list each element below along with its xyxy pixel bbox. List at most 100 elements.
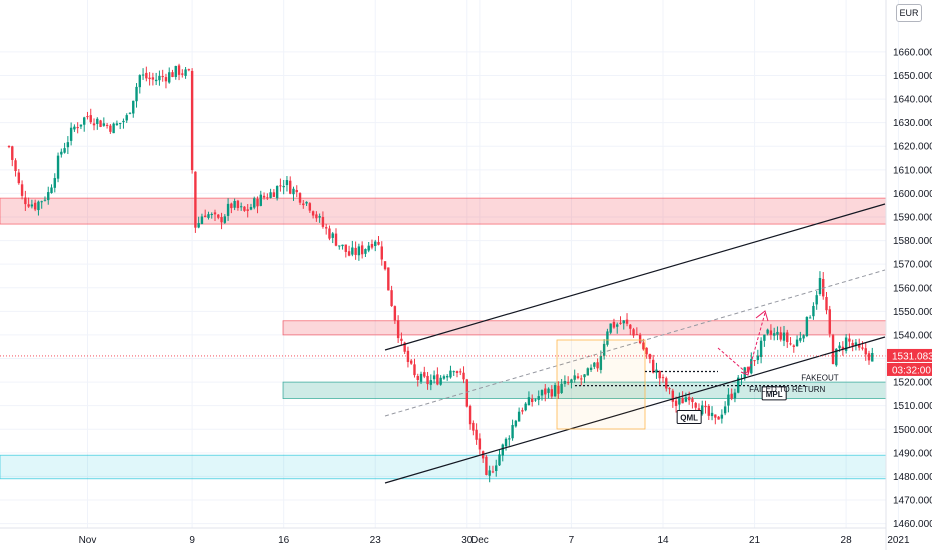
candle-body — [17, 172, 21, 184]
candle-body — [204, 215, 207, 218]
price-axis[interactable]: 1460.000 1470.000 1480.000 1490.000 1500.000… — [885, 0, 932, 550]
candle-body — [168, 72, 171, 83]
candle-body — [714, 414, 717, 418]
candle-body — [89, 115, 92, 123]
candle-body — [253, 198, 256, 208]
candle-body — [423, 372, 426, 377]
candle-body — [292, 188, 295, 195]
candle-body — [629, 324, 632, 329]
candle-body — [632, 329, 635, 336]
annotation-label: FAILED TO RETURN — [749, 385, 825, 394]
candlestick-series — [7, 63, 874, 483]
candle-body — [230, 203, 233, 209]
candle-body — [753, 360, 756, 362]
candle-body — [308, 203, 312, 211]
candle-body — [125, 115, 128, 121]
candle-body — [668, 388, 671, 390]
candle-body — [305, 201, 308, 204]
candle-body — [194, 171, 197, 228]
candle-body — [763, 334, 766, 341]
candle-body — [56, 155, 60, 179]
candle-body — [138, 75, 141, 88]
candle-body — [671, 390, 675, 402]
candle-body — [344, 244, 348, 252]
candle-body — [243, 206, 246, 211]
candle-body — [805, 316, 809, 337]
candle-body — [642, 342, 645, 350]
candle-body — [298, 193, 302, 203]
candle-body — [285, 180, 289, 186]
candle-body — [324, 227, 328, 229]
candle-body — [802, 335, 805, 339]
candle-body — [517, 411, 521, 422]
candle-body — [727, 394, 730, 406]
candle-body — [449, 370, 452, 378]
candle-body — [759, 340, 763, 357]
candle-body — [710, 412, 714, 417]
pattern-box — [556, 339, 646, 430]
candle-body — [498, 454, 501, 466]
candle-body — [419, 373, 423, 382]
candle-body — [465, 379, 468, 407]
candle-body — [14, 160, 17, 172]
candle-body — [390, 290, 393, 307]
candle-body — [678, 398, 681, 405]
candle-body — [655, 369, 658, 373]
candle-body — [53, 178, 56, 188]
candle-body — [462, 372, 465, 380]
candle-body — [495, 465, 498, 472]
candle-body — [341, 244, 344, 247]
candle-body — [416, 376, 419, 381]
candle-body — [112, 123, 115, 134]
x-tick-label: 9 — [189, 535, 195, 546]
projection-arrow — [717, 312, 766, 375]
candle-body — [30, 204, 34, 207]
candle-body — [311, 211, 315, 216]
x-tick-label: 2021 — [887, 535, 910, 546]
candle-body — [213, 212, 217, 215]
candle-body — [580, 378, 583, 380]
candle-body — [109, 125, 112, 132]
arrowhead-down-icon — [740, 366, 751, 376]
candle-body — [164, 77, 168, 82]
candle-body — [658, 371, 661, 379]
candle-body — [377, 241, 380, 245]
current-price-label: 1531.083 — [892, 351, 932, 362]
candle-body — [171, 72, 174, 78]
current-price-tag — [887, 348, 932, 362]
candle-body — [704, 405, 707, 408]
candle-body — [347, 251, 351, 256]
candle-body — [102, 123, 106, 126]
candle-body — [602, 343, 606, 356]
candle-body — [812, 305, 815, 317]
candle-body — [181, 73, 184, 75]
y-tick-label: 1610.000 — [893, 165, 932, 176]
candle-body — [76, 127, 79, 129]
candle-body — [445, 376, 449, 378]
candle-body — [661, 377, 665, 379]
candle-body — [354, 247, 357, 255]
candle-body — [570, 379, 573, 383]
candle-body — [315, 214, 318, 219]
candle-body — [737, 377, 740, 393]
candle-body — [835, 348, 838, 366]
candle-body — [468, 406, 472, 425]
candle-body — [838, 345, 841, 349]
candle-body — [289, 180, 292, 194]
candle-body — [619, 322, 622, 324]
candle-body — [848, 338, 851, 342]
candle-body — [521, 410, 524, 412]
y-tick-label: 1560.000 — [893, 283, 932, 294]
candle-body — [616, 324, 619, 327]
candle-body — [606, 331, 609, 345]
candle-body — [612, 321, 616, 328]
candle-body — [33, 202, 37, 210]
candle-body — [854, 342, 858, 346]
annotation-label: MPL — [766, 390, 783, 399]
currency-button[interactable]: EUR — [896, 4, 922, 22]
candle-body — [563, 381, 567, 384]
candle-body — [364, 249, 367, 254]
support-zone — [0, 454, 887, 480]
